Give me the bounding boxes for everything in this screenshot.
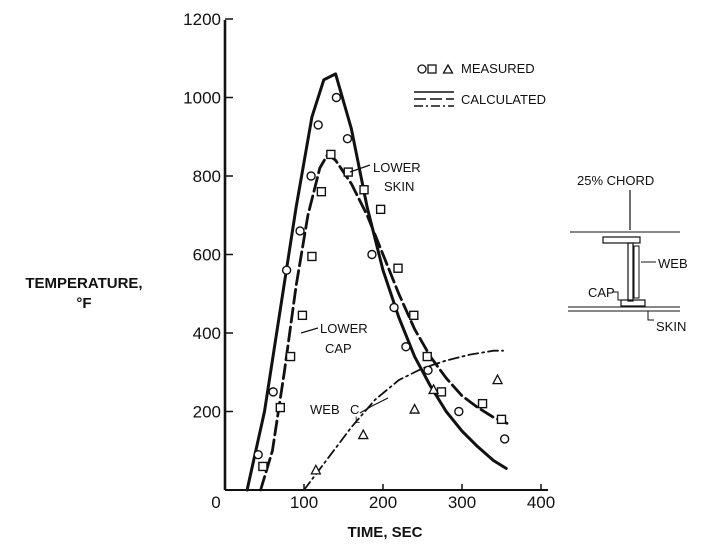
x-axis-title: TIME, SEC xyxy=(347,524,422,541)
y-axis-title-line1: TEMPERATURE, xyxy=(25,275,142,292)
measured-point-lower-skin xyxy=(423,365,433,375)
cross-section-inset: 25% CHORD WEB CAP SKIN xyxy=(568,173,688,334)
measured-point-lower-skin xyxy=(454,406,464,417)
measured-point-lower-skin xyxy=(401,342,411,352)
annotation-web-label: WEB xyxy=(310,402,340,417)
measured-point-web-cl xyxy=(491,373,504,385)
measured-point-lower-skin xyxy=(281,265,292,275)
measured-point-web-cl xyxy=(310,463,322,475)
measured-point-lower-cap xyxy=(409,310,419,321)
calculated-series xyxy=(245,72,509,492)
y-ticks: 200 400 600 800 1000 1200 xyxy=(183,10,233,422)
inset-lower-cap xyxy=(620,299,646,307)
measured-point-lower-cap xyxy=(326,149,336,160)
x-tick-label: 0 xyxy=(211,493,220,512)
measured-point-lower-cap xyxy=(275,402,285,413)
calculated-line-lower-cap xyxy=(259,153,509,492)
y-tick-label: 200 xyxy=(193,403,221,422)
measured-point-lower-cap xyxy=(285,351,296,362)
annotation-lower-cap-line2: CAP xyxy=(325,341,352,356)
y-axis-title-line2: °F xyxy=(76,295,91,312)
legend-square-marker xyxy=(427,64,437,74)
leader-line-lower-skin xyxy=(349,164,371,173)
measured-point-lower-skin xyxy=(342,134,353,144)
measured-point-lower-cap xyxy=(477,398,488,409)
inset-web-label: WEB xyxy=(658,256,688,271)
x-ticks: 0 100 200 300 400 xyxy=(211,484,555,512)
y-tick-label: 1200 xyxy=(183,10,221,29)
legend-calculated-label: CALCULATED xyxy=(461,92,546,107)
inset-chord-label: 25% CHORD xyxy=(577,173,654,188)
measured-point-lower-cap xyxy=(359,185,369,195)
measured-point-lower-skin xyxy=(499,434,510,444)
centerline-symbol-l: L xyxy=(355,415,360,425)
leader-line-lower-cap xyxy=(300,327,319,334)
measured-point-lower-cap xyxy=(307,251,317,262)
inset-web xyxy=(627,242,634,302)
legend-circle-marker xyxy=(417,64,427,74)
measured-point-lower-cap xyxy=(343,167,353,177)
centerline-symbol-c: C xyxy=(350,402,359,417)
inset-cap-leader xyxy=(612,291,624,301)
leader-line-web-cl xyxy=(359,397,389,414)
measured-point-lower-cap xyxy=(375,204,386,215)
calculated-line-web-cl xyxy=(303,349,504,491)
legend-triangle-marker xyxy=(442,63,454,74)
measured-point-lower-skin xyxy=(367,249,377,260)
legend-measured-label: MEASURED xyxy=(461,61,535,76)
measured-point-lower-cap xyxy=(422,351,432,362)
measured-point-web-cl xyxy=(427,383,440,395)
measured-point-web-cl xyxy=(409,403,421,414)
x-tick-label: 200 xyxy=(369,493,397,512)
measured-point-web-cl xyxy=(357,428,369,440)
measured-point-lower-skin xyxy=(295,226,305,236)
measured-point-lower-skin xyxy=(313,120,323,130)
inset-skin-leader xyxy=(647,311,654,321)
measured-point-lower-cap xyxy=(316,186,327,197)
inset-skin-label: SKIN xyxy=(656,319,686,334)
x-tick-label: 400 xyxy=(527,493,555,512)
inset-web-flange xyxy=(633,245,640,299)
legend: MEASURED CALCULATED xyxy=(414,61,546,107)
y-tick-label: 600 xyxy=(193,246,221,265)
y-tick-label: 800 xyxy=(193,167,221,186)
measured-point-lower-skin xyxy=(253,449,263,460)
annotation-lower-skin-line1: LOWER xyxy=(373,160,421,175)
y-tick-label: 400 xyxy=(193,324,221,343)
measured-point-lower-cap xyxy=(258,461,268,472)
annotation-lower-cap: LOWER CAP xyxy=(300,321,368,356)
calculated-line-lower-skin xyxy=(245,72,508,492)
x-tick-label: 100 xyxy=(290,493,318,512)
y-tick-label: 1000 xyxy=(183,89,221,108)
measured-point-lower-skin xyxy=(306,171,316,181)
measured-point-lower-skin xyxy=(389,302,399,313)
inset-cap-label: CAP xyxy=(588,285,615,300)
annotation-web-cl: WEB C L xyxy=(310,397,389,425)
annotation-lower-cap-line1: LOWER xyxy=(320,321,368,336)
measured-point-lower-cap xyxy=(496,414,507,425)
measured-point-lower-skin xyxy=(268,387,278,397)
annotation-lower-skin-line2: SKIN xyxy=(384,179,414,194)
inset-upper-cap xyxy=(602,236,641,244)
measured-point-lower-skin xyxy=(331,92,342,103)
measured-point-lower-cap xyxy=(297,310,308,321)
measured-point-lower-cap xyxy=(393,263,403,273)
measured-series xyxy=(253,92,510,475)
annotation-lower-skin: LOWER SKIN xyxy=(349,160,421,194)
measured-point-lower-cap xyxy=(436,387,447,397)
x-tick-label: 300 xyxy=(448,493,476,512)
